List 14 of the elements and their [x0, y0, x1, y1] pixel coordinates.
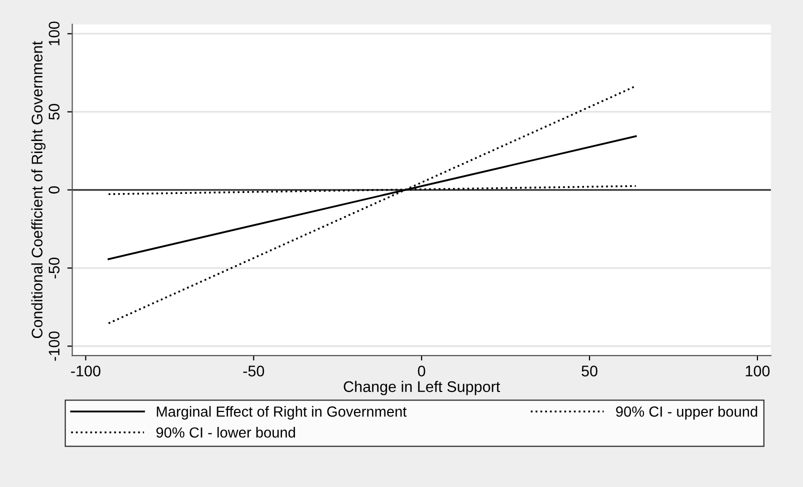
- x-tick-label: -50: [243, 366, 264, 376]
- x-axis-title: Change in Left Support: [344, 380, 500, 396]
- legend-label: Marginal Effect of Right in Government: [156, 406, 407, 420]
- y-tick-label: 0: [48, 186, 60, 194]
- x-tick-label: 0: [418, 366, 426, 376]
- y-axis-title: Conditional Coefficient of Right Government: [31, 41, 46, 338]
- x-tick-label: 50: [582, 366, 598, 376]
- y-tick-label: -50: [48, 258, 60, 278]
- y-tick-label: 100: [48, 22, 60, 46]
- legend-label: 90% CI - lower bound: [156, 426, 295, 438]
- legend-label: 90% CI - upper bound: [616, 406, 758, 420]
- x-tick-label: 100: [746, 366, 770, 376]
- x-tick-label: -100: [71, 366, 100, 376]
- y-tick-label: 50: [48, 104, 60, 120]
